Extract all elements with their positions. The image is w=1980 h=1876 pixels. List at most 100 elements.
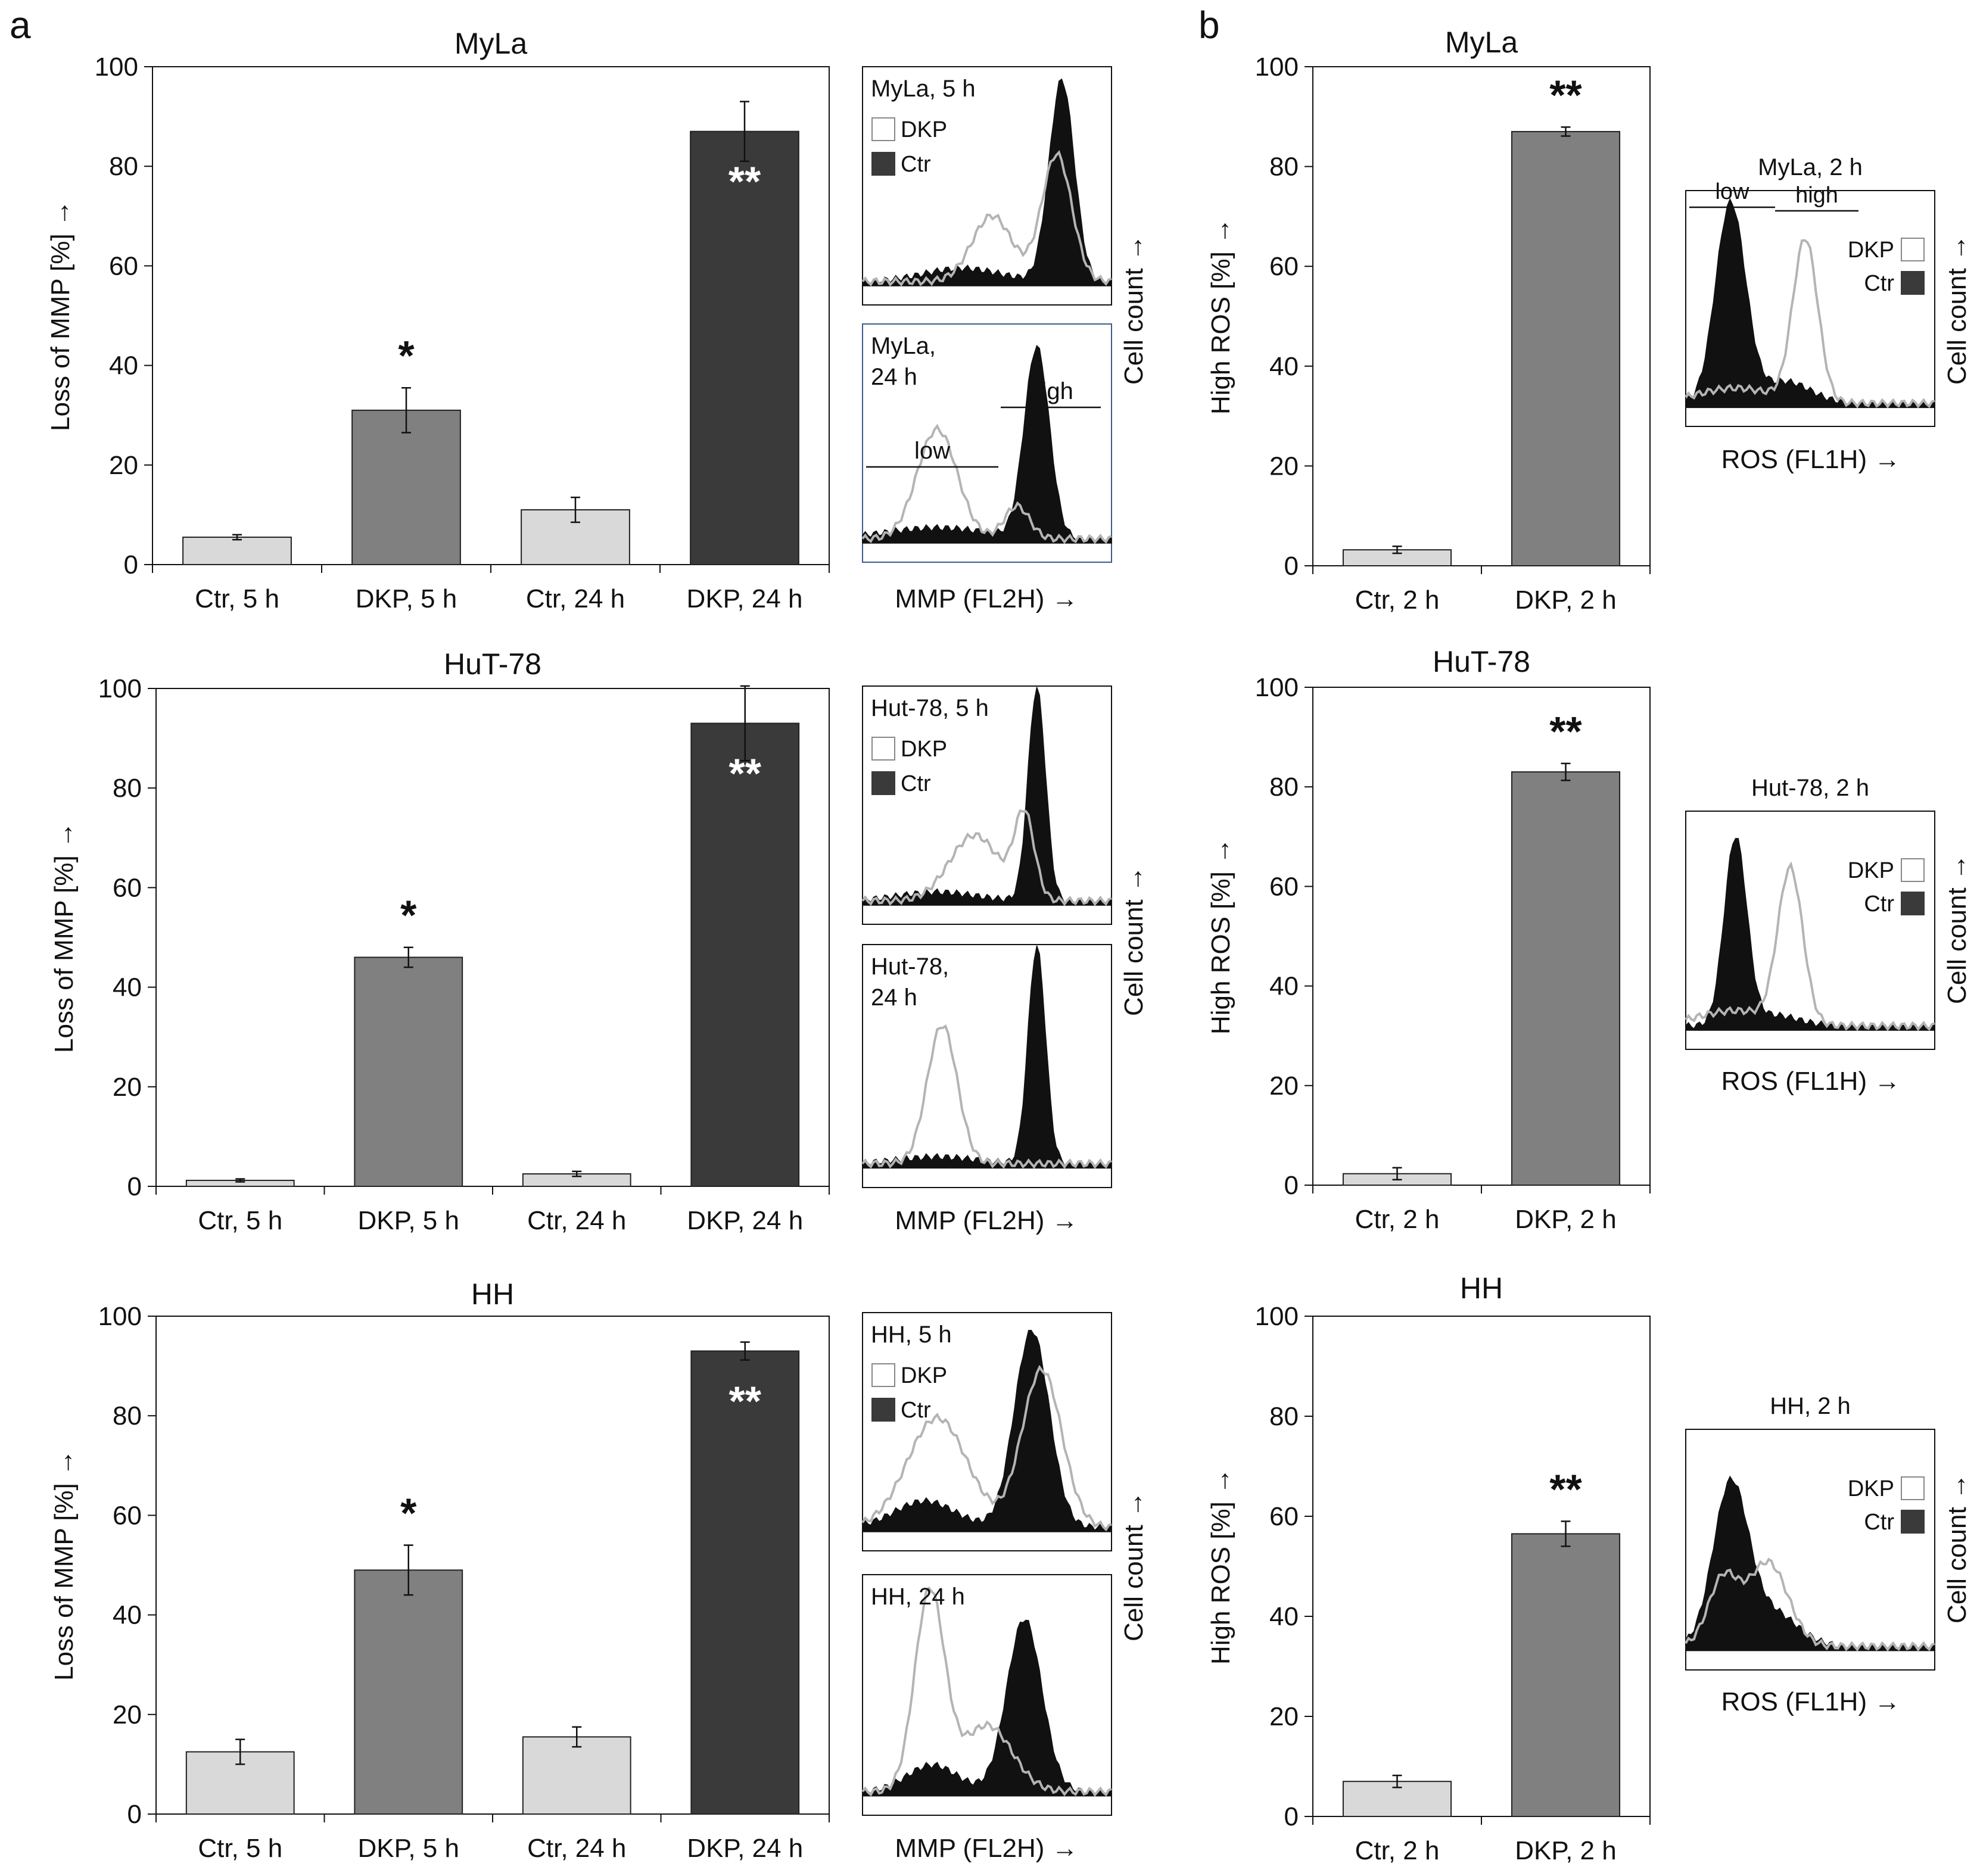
x-tick-label: DKP, 2 h: [1515, 1205, 1616, 1234]
y-axis-label: Loss of MMP [%] →: [46, 200, 75, 431]
histogram-x-label: ROS (FL1H) →: [1721, 1687, 1901, 1716]
histogram-y-label: Cell count →: [1119, 866, 1148, 1016]
histogram-label: Hut-78, 5 h: [871, 695, 989, 721]
x-tick-label: DKP, 24 h: [687, 1834, 803, 1863]
y-tick-label: 40: [109, 351, 138, 381]
y-tick-label: 20: [1269, 1071, 1299, 1101]
y-tick-label: 60: [1269, 252, 1299, 281]
x-tick-label: Ctr, 24 h: [527, 1834, 626, 1863]
histogram-y-label: Cell count →: [1942, 235, 1972, 385]
histogram-x-label: ROS (FL1H) →: [1721, 1067, 1901, 1096]
legend-label-ctr: Ctr: [1864, 271, 1894, 296]
y-tick-label: 60: [113, 873, 142, 902]
legend-label-ctr: Ctr: [901, 771, 931, 796]
y-tick-label: 100: [1255, 1302, 1299, 1331]
y-axis-label: High ROS [%] →: [1206, 218, 1235, 415]
significance-marker: *: [398, 332, 415, 379]
significance-marker: **: [729, 750, 762, 797]
y-tick-label: 20: [113, 1700, 142, 1729]
legend-label-ctr: Ctr: [901, 1398, 931, 1423]
legend-swatch-ctr: [1901, 1510, 1925, 1534]
histogram-ctr-fill: [862, 78, 1112, 286]
x-tick-label: Ctr, 5 h: [195, 584, 279, 613]
y-tick-label: 40: [1269, 352, 1299, 381]
histogram-r-hh: HH, 2 h DKP Ctr: [1685, 1393, 1935, 1671]
y-tick-label: 60: [109, 251, 138, 281]
y-tick-label: 80: [109, 152, 138, 181]
significance-marker: **: [729, 1378, 762, 1425]
histogram-dkp-line: [861, 1024, 1112, 1169]
histogram-r-myla: MyLa, 2 h DKP Ctr low high: [1685, 154, 1935, 427]
y-tick-label: 20: [109, 451, 138, 480]
y-tick-label: 40: [113, 1601, 142, 1630]
x-tick-label: DKP, 5 h: [358, 1834, 459, 1863]
histogram-dkp-line: [861, 423, 1112, 544]
gate-high-label: high: [1795, 183, 1838, 208]
histogram-dkp-line: [861, 1586, 1112, 1797]
bar-1: [351, 409, 461, 566]
histogram-label: HH, 24 h: [871, 1584, 965, 1610]
histogram-frame: [862, 323, 1112, 563]
legend-label-dkp: DKP: [901, 737, 947, 762]
legend-swatch-dkp: [1901, 858, 1925, 882]
y-tick-label: 20: [1269, 1702, 1299, 1731]
histogram-h-myla-5: MyLa, 5 h DKP Ctr: [861, 66, 1112, 306]
x-tick-label: DKP, 2 h: [1515, 1836, 1616, 1865]
x-tick-label: DKP, 24 h: [687, 584, 803, 613]
chart-ros-hut78: HuT-78 High ROS [%] → 0 20 40 60 80 100 Ctr, 2 h…: [1206, 645, 1651, 1234]
legend-swatch-dkp: [871, 1363, 895, 1387]
histogram-dkp-line: [1685, 239, 1935, 409]
legend-swatch-ctr: [871, 152, 895, 176]
chart-title: HuT-78: [1433, 645, 1530, 678]
y-tick-label: 20: [113, 1073, 142, 1102]
bar-3: [690, 722, 800, 1187]
bar-2: [522, 1736, 631, 1815]
chart-title: HH: [471, 1277, 514, 1311]
legend-swatch-dkp: [871, 117, 895, 141]
histogram-frame: [862, 944, 1112, 1188]
y-tick-label: 40: [1269, 972, 1299, 1001]
x-tick-label: DKP, 2 h: [1515, 585, 1616, 615]
histogram-label: HH, 5 h: [871, 1322, 952, 1348]
y-tick-label: 0: [1284, 551, 1299, 581]
histogram-ctr-fill: [862, 1329, 1112, 1532]
chart-title: HuT-78: [444, 647, 541, 681]
significance-marker: *: [400, 1490, 417, 1537]
x-tick-label: DKP, 5 h: [356, 584, 457, 613]
histogram-label: Hut-78, 2 h: [1751, 775, 1869, 801]
y-tick-label: 60: [1269, 1502, 1299, 1531]
legend-label-dkp: DKP: [901, 117, 947, 142]
histogram-dkp-line: [861, 1364, 1112, 1532]
x-tick-label: DKP, 24 h: [687, 1206, 803, 1235]
histogram-y-label: Cell count →: [1942, 854, 1972, 1004]
gate-low-label: low: [914, 438, 950, 464]
legend-label-ctr: Ctr: [1864, 1510, 1894, 1535]
chart-mmp-hut78: HuT-78 Loss of MMP [%] → 0 20 40 60 80 100 Ctr, …: [49, 647, 830, 1235]
x-tick-label: Ctr, 5 h: [198, 1206, 282, 1235]
significance-marker: **: [729, 158, 761, 205]
legend-label-ctr: Ctr: [1864, 892, 1894, 917]
gate-low-label: low: [1715, 179, 1749, 204]
histogram-y-label: Cell count →: [1942, 1473, 1972, 1623]
gate-high-label: high: [1028, 378, 1073, 404]
chart-ros-hh: HH High ROS [%] → 0 20 40 60 80 100 Ctr, 2 h DKP,…: [1206, 1272, 1651, 1865]
y-tick-label: 100: [1255, 52, 1299, 82]
chart-ros-myla: MyLa High ROS [%] → 0 20 40 60 80 100 Ctr, 2 h DK…: [1206, 26, 1651, 615]
histogram-h-myla-24: MyLa, 24 h low high: [861, 323, 1112, 563]
x-tick-label: Ctr, 2 h: [1355, 1836, 1440, 1865]
histogram-x-label: ROS (FL1H) →: [1721, 445, 1901, 474]
histogram-label: 24 h: [871, 364, 917, 390]
chart-mmp-hh: HH Loss of MMP [%] → 0 20 40 60 80 100 Ctr, 5 h D…: [49, 1277, 830, 1863]
legend-swatch-ctr: [871, 1398, 895, 1422]
histogram-label: Hut-78,: [871, 953, 949, 980]
bar-1: [1511, 771, 1621, 1186]
y-tick-label: 0: [124, 550, 138, 579]
legend-label-dkp: DKP: [901, 1363, 947, 1388]
histogram-x-label: MMP (FL2H) →: [895, 584, 1078, 613]
significance-marker: **: [1549, 708, 1582, 755]
y-axis-label: High ROS [%] →: [1206, 838, 1235, 1034]
histogram-h-hut-24: Hut-78, 24 h: [861, 944, 1112, 1188]
histogram-y-label: Cell count →: [1119, 235, 1148, 385]
bar-3: [690, 130, 799, 565]
